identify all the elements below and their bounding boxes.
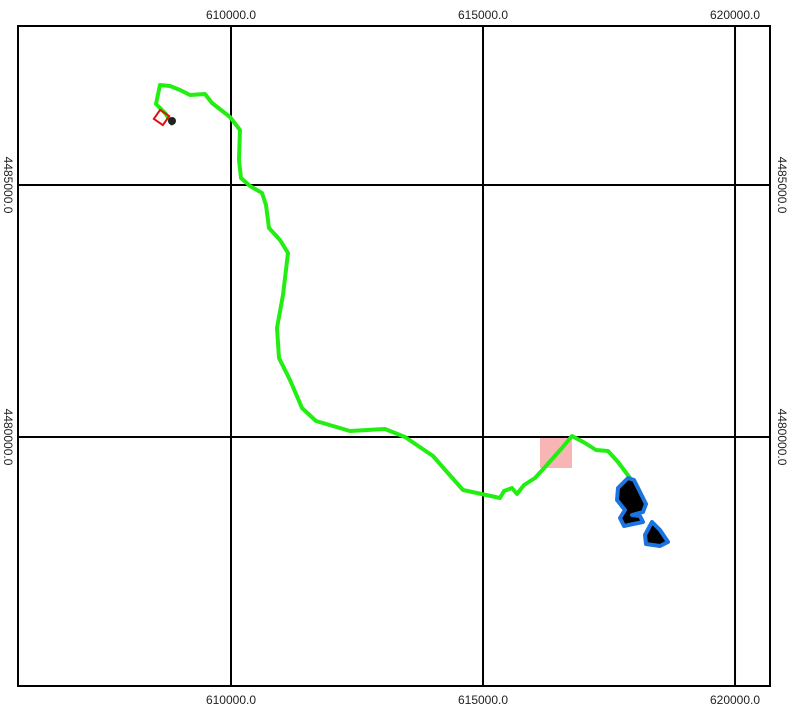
track <box>154 83 632 500</box>
end-point <box>168 117 176 125</box>
y-tick-label: 4480000.0 <box>775 409 789 466</box>
x-tick-label: 610000.0 <box>206 8 256 22</box>
y-tick-label: 4485000.0 <box>1 157 15 214</box>
x-tick-label: 620000.0 <box>710 8 760 22</box>
x-tick-label: 615000.0 <box>458 693 508 707</box>
map-frame <box>17 25 771 687</box>
x-tick-label: 610000.0 <box>206 693 256 707</box>
area-2 <box>643 520 670 548</box>
start-marker <box>152 108 171 127</box>
x-tick-label: 615000.0 <box>458 8 508 22</box>
x-tick-label: 620000.0 <box>710 693 760 707</box>
y-tick-label: 4485000.0 <box>775 157 789 214</box>
area-1 <box>615 476 648 528</box>
y-tick-label: 4480000.0 <box>1 409 15 466</box>
grid <box>18 26 770 686</box>
